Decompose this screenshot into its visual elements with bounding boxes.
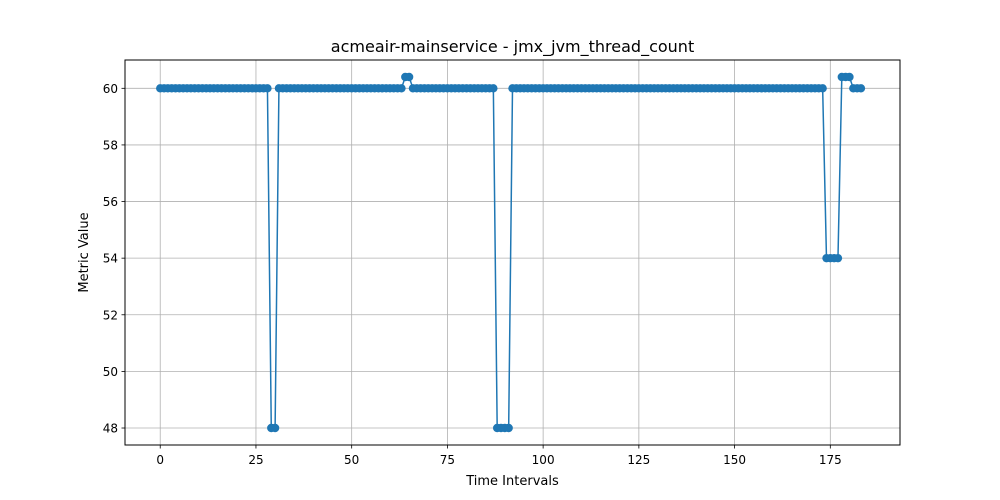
data-point	[270, 423, 280, 433]
data-point	[489, 84, 498, 93]
chart-title: acmeair-mainservice - jmx_jvm_thread_cou…	[331, 37, 694, 57]
y-tick-label: 52	[103, 308, 118, 322]
plot-frame	[124, 59, 901, 446]
x-tick-label: 150	[723, 453, 746, 467]
y-tick-label: 56	[103, 195, 118, 209]
data-point	[845, 72, 854, 82]
x-axis-label: Time Intervals	[465, 474, 559, 489]
x-axis-ticks: 0 25 50 75 100 125 150 175	[156, 445, 842, 467]
data-points	[156, 72, 866, 433]
x-tick-label: 25	[248, 453, 263, 467]
x-tick-label: 50	[344, 453, 359, 467]
data-point	[263, 84, 272, 93]
y-tick-label: 58	[103, 138, 118, 152]
data-point	[397, 84, 406, 93]
y-axis-ticks: 48 50 52 54 56 58 60	[103, 82, 125, 436]
x-tick-label: 125	[627, 453, 650, 467]
x-tick-label: 0	[156, 453, 164, 467]
y-tick-label: 48	[103, 422, 118, 436]
y-axis-label: Metric Value	[77, 212, 92, 292]
data-point	[833, 253, 843, 263]
data-point	[504, 423, 513, 433]
data-point	[404, 72, 414, 82]
x-tick-label: 75	[440, 453, 455, 467]
y-tick-label: 54	[103, 252, 118, 266]
data-point	[818, 84, 827, 93]
y-tick-label: 50	[103, 365, 118, 379]
y-tick-label: 60	[103, 82, 118, 96]
x-tick-label: 100	[532, 453, 555, 467]
data-point	[856, 84, 866, 93]
x-tick-label: 175	[819, 453, 842, 467]
